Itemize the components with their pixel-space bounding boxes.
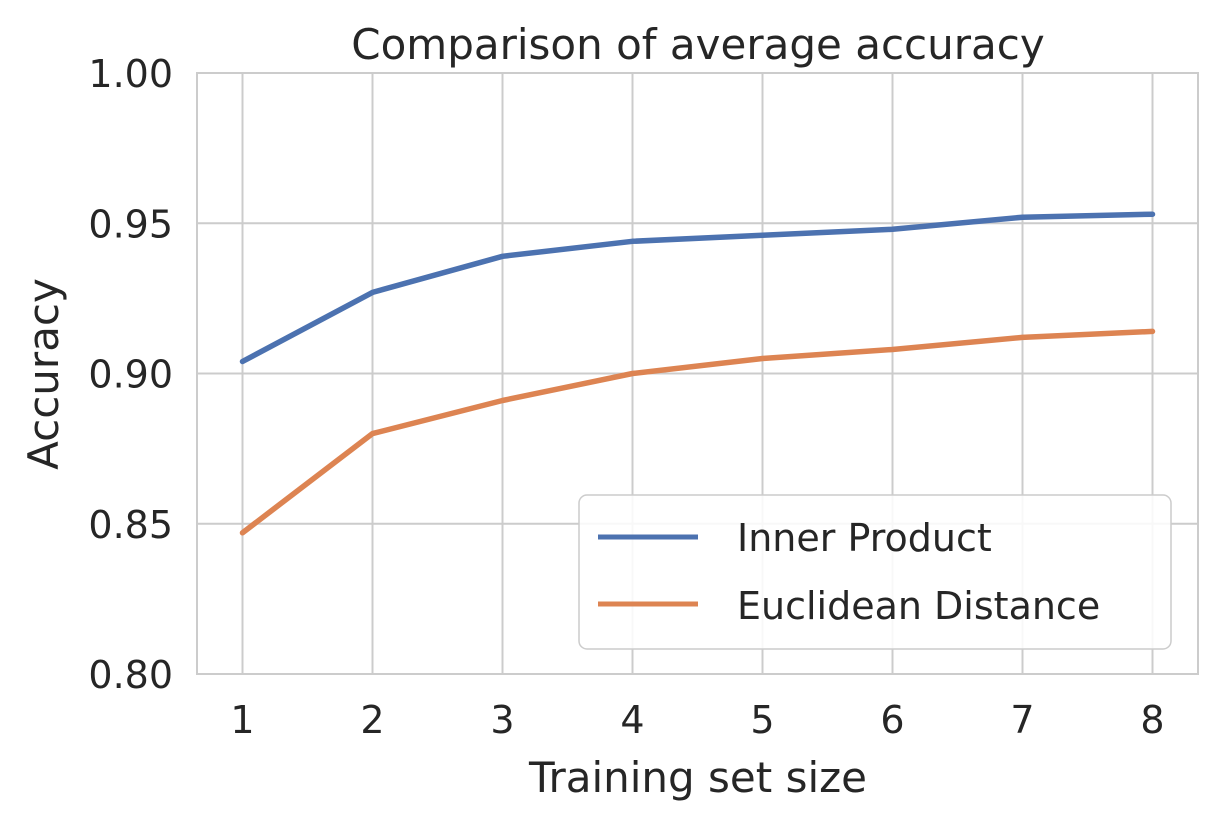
x-tick-labels: 1 2 3 4 5 6 7 8	[230, 698, 1164, 742]
y-tick-label: 0.80	[88, 653, 173, 697]
plot-frame	[196, 72, 1199, 675]
legend: Inner Product Euclidean Distance	[578, 494, 1172, 650]
x-tick-label: 4	[620, 698, 644, 742]
y-tick-label: 0.90	[88, 353, 173, 397]
legend-box	[578, 494, 1172, 650]
series-line-euclidean-distance	[239, 328, 1156, 536]
legend-label-inner-product: Inner Product	[737, 516, 992, 560]
y-axis-label: Accuracy	[19, 278, 68, 470]
y-tick-labels: 0.80 0.85 0.90 0.95 1.00	[88, 52, 173, 697]
y-tick-label: 1.00	[88, 52, 173, 96]
x-tick-label: 7	[1010, 698, 1034, 742]
series-line-inner-product	[239, 211, 1156, 365]
chart-title: Comparison of average accuracy	[351, 20, 1044, 69]
x-tick-label: 8	[1140, 698, 1164, 742]
x-tick-label: 6	[880, 698, 904, 742]
x-tick-label: 5	[750, 698, 774, 742]
x-axis-label: Training set size	[528, 753, 867, 802]
x-tick-label: 2	[360, 698, 384, 742]
y-tick-label: 0.85	[88, 503, 173, 547]
x-tick-label: 3	[490, 698, 514, 742]
x-tick-label: 1	[230, 698, 254, 742]
y-tick-label: 0.95	[88, 202, 173, 246]
series-lines	[239, 211, 1156, 536]
legend-label-euclidean-distance: Euclidean Distance	[737, 584, 1100, 628]
